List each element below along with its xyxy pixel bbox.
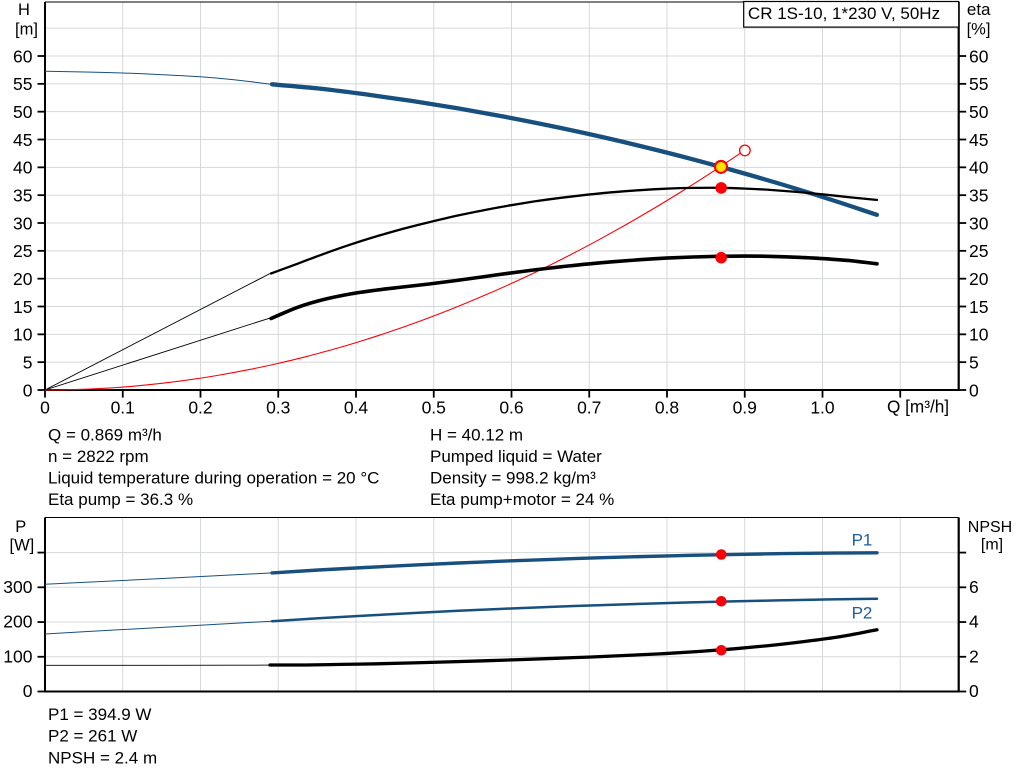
svg-text:H = 40.12 m: H = 40.12 m [430,425,523,444]
svg-text:NPSH: NPSH [968,519,1012,536]
svg-text:5: 5 [23,352,33,372]
svg-text:0: 0 [40,398,50,418]
svg-text:0.5: 0.5 [422,398,446,418]
svg-text:20: 20 [969,269,989,289]
svg-text:45: 45 [13,130,32,150]
svg-text:0: 0 [969,681,979,701]
svg-text:Eta pump+motor = 24 %: Eta pump+motor = 24 % [430,490,614,509]
svg-text:55: 55 [13,74,32,94]
svg-text:200: 200 [3,612,32,632]
svg-text:15: 15 [969,297,988,317]
svg-text:0.4: 0.4 [344,398,369,418]
svg-text:0.7: 0.7 [577,398,601,418]
svg-text:30: 30 [13,213,33,233]
svg-text:4: 4 [969,612,979,632]
svg-text:30: 30 [969,213,989,233]
svg-text:P1 = 394.9 W: P1 = 394.9 W [48,705,151,724]
svg-text:25: 25 [969,241,988,261]
svg-text:55: 55 [969,74,988,94]
svg-text:CR 1S-10, 1*230 V, 50Hz: CR 1S-10, 1*230 V, 50Hz [748,4,940,23]
svg-text:25: 25 [13,241,32,261]
svg-text:0.1: 0.1 [111,398,135,418]
svg-text:60: 60 [13,46,33,66]
svg-text:n = 2822 rpm: n = 2822 rpm [48,447,149,466]
svg-text:0: 0 [969,380,979,400]
svg-text:0.3: 0.3 [266,398,290,418]
svg-text:5: 5 [969,352,979,372]
svg-text:NPSH = 2.4 m: NPSH = 2.4 m [48,748,157,767]
svg-text:45: 45 [969,130,988,150]
svg-text:40: 40 [13,158,33,178]
svg-text:P2: P2 [852,603,873,622]
svg-text:1.0: 1.0 [810,398,835,418]
svg-text:Pumped liquid = Water: Pumped liquid = Water [430,447,602,466]
svg-text:40: 40 [969,158,989,178]
svg-text:100: 100 [3,646,32,666]
svg-text:[W]: [W] [10,537,35,555]
svg-text:20: 20 [13,269,33,289]
svg-text:0.6: 0.6 [499,398,523,418]
svg-text:P: P [15,518,26,536]
svg-text:50: 50 [13,102,33,122]
svg-text:[m]: [m] [15,21,38,39]
svg-text:15: 15 [13,297,32,317]
svg-text:50: 50 [969,102,989,122]
svg-text:Liquid temperature during oper: Liquid temperature during operation = 20… [48,468,379,487]
svg-text:10: 10 [13,325,33,345]
svg-text:H: H [18,1,30,19]
svg-text:0.2: 0.2 [188,398,212,418]
svg-text:Q [m³/h]: Q [m³/h] [887,397,949,417]
svg-text:10: 10 [969,325,989,345]
svg-text:P1: P1 [852,530,873,549]
svg-text:eta: eta [967,0,991,19]
svg-text:0.9: 0.9 [733,398,757,418]
svg-text:2: 2 [969,646,979,666]
svg-text:P2 = 261 W: P2 = 261 W [48,727,137,746]
svg-text:0.8: 0.8 [655,398,679,418]
svg-text:[%]: [%] [967,21,991,39]
svg-text:6: 6 [969,577,979,597]
svg-text:35: 35 [969,185,988,205]
svg-text:Density = 998.2 kg/m³: Density = 998.2 kg/m³ [430,468,596,487]
svg-text:35: 35 [13,185,32,205]
svg-text:60: 60 [969,46,989,66]
svg-text:300: 300 [3,577,32,597]
svg-text:[m]: [m] [981,537,1003,554]
svg-text:0: 0 [23,681,33,701]
svg-text:Q = 0.869 m³/h: Q = 0.869 m³/h [48,425,162,444]
svg-text:0: 0 [23,380,33,400]
svg-text:Eta pump = 36.3 %: Eta pump = 36.3 % [48,490,193,509]
